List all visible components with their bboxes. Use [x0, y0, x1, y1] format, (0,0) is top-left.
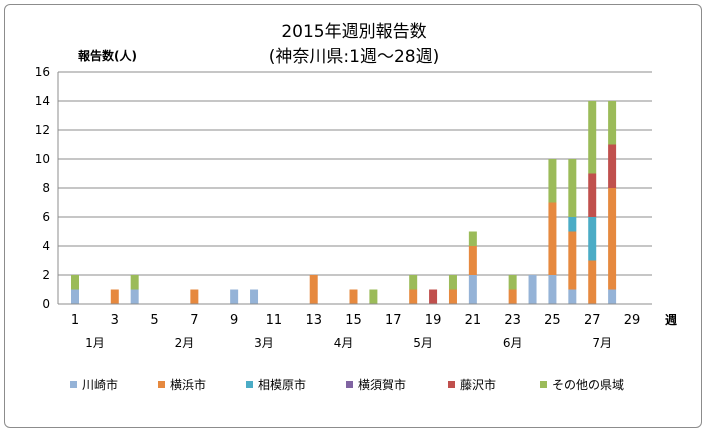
- month-label: 2月: [175, 336, 195, 350]
- bar-segment: [548, 275, 557, 304]
- chart-frame: [4, 4, 702, 428]
- bar-segment: [548, 202, 557, 275]
- bar-segment: [468, 231, 477, 246]
- x-tick-label: 3: [111, 313, 119, 328]
- gridlines: [58, 71, 652, 276]
- y-axis-label: 報告数(人): [78, 48, 137, 63]
- bar-segment: [608, 144, 617, 188]
- x-tick-label: 15: [345, 313, 362, 328]
- bar-segment: [448, 275, 457, 290]
- legend-label: その他の県域: [552, 378, 624, 392]
- legend-label: 相模原市: [258, 377, 306, 392]
- x-tick-label: 21: [465, 313, 482, 328]
- x-tick-label: 5: [150, 313, 158, 328]
- legend-swatch: [246, 381, 253, 388]
- bar-segment: [568, 231, 577, 290]
- chart-title: 2015年週別報告数: [281, 22, 426, 42]
- bar-segment: [468, 275, 477, 304]
- bar-segment: [130, 289, 139, 304]
- legend-label: 横須賀市: [358, 377, 406, 392]
- bar-segment: [588, 217, 597, 261]
- bar-segment: [250, 289, 259, 304]
- bar-segment: [230, 289, 239, 304]
- bar-segment: [71, 275, 79, 290]
- bar-segment: [608, 101, 617, 145]
- legend-swatch: [158, 381, 165, 388]
- bar-segment: [588, 260, 597, 304]
- axes: [57, 72, 652, 305]
- y-tick-label: 16: [35, 65, 50, 79]
- month-label: 1月: [85, 336, 105, 350]
- y-tick-label: 8: [42, 181, 50, 195]
- x-tick-label: 29: [624, 313, 641, 328]
- y-tick-label: 2: [42, 268, 50, 282]
- legend-swatch: [346, 381, 353, 388]
- x-tick-label: 13: [305, 313, 322, 328]
- bar-segment: [429, 289, 438, 304]
- bar-segment: [588, 101, 597, 174]
- bar-segment: [568, 217, 577, 232]
- bar-segment: [588, 173, 597, 217]
- bar-segment: [448, 289, 457, 304]
- bar-segment: [369, 289, 378, 304]
- bar-segment: [349, 289, 358, 304]
- legend-label: 横浜市: [170, 377, 206, 392]
- x-tick-label: 19: [425, 313, 442, 328]
- bar-segment: [508, 289, 517, 304]
- month-labels: 1月 2月 3月 4月 5月 6月 7月: [85, 336, 612, 350]
- bars: [71, 101, 617, 304]
- month-label: 7月: [592, 336, 612, 350]
- y-tick-label: 6: [42, 210, 50, 224]
- y-tick-label: 0: [42, 297, 50, 311]
- bar-segment: [568, 159, 577, 217]
- chart-subtitle: (神奈川県:1週〜28週): [269, 47, 439, 67]
- legend-swatch: [70, 381, 77, 388]
- bar-segment: [568, 289, 577, 304]
- bar-segment: [130, 275, 139, 290]
- month-label: 6月: [503, 336, 523, 350]
- bar-segment: [71, 289, 79, 304]
- bar-segment: [528, 275, 537, 304]
- x-tick-label: 1: [71, 313, 79, 328]
- month-label: 4月: [334, 336, 354, 350]
- bar-segment: [548, 159, 557, 203]
- bar-segment: [409, 289, 418, 304]
- bar-segment: [608, 289, 617, 304]
- x-axis-label: 週: [665, 312, 677, 327]
- y-tick-label: 4: [42, 239, 50, 253]
- month-label: 3月: [254, 336, 274, 350]
- legend: 川崎市 横浜市 相模原市 横須賀市 藤沢市 その他の県域: [70, 377, 624, 392]
- bar-segment: [110, 289, 119, 304]
- x-tick-label: 27: [584, 313, 601, 328]
- y-tick-label: 10: [35, 152, 50, 166]
- x-tick-label: 25: [544, 313, 561, 328]
- legend-swatch: [448, 381, 455, 388]
- y-tick-labels: 0 2 4 6 8 10 12 14 16: [35, 65, 50, 311]
- bar-segment: [608, 188, 617, 290]
- x-tick-label: 11: [266, 313, 283, 328]
- x-tick-label: 17: [385, 313, 402, 328]
- legend-swatch: [540, 381, 547, 388]
- legend-label: 川崎市: [82, 377, 118, 392]
- y-tick-label: 12: [35, 123, 50, 137]
- bar-segment: [190, 289, 199, 304]
- bar-segment: [468, 246, 477, 275]
- bar-segment: [508, 275, 517, 290]
- bar-segment: [309, 275, 318, 304]
- y-tick-label: 14: [35, 94, 50, 108]
- month-label: 5月: [413, 336, 433, 350]
- x-tick-label: 9: [230, 313, 238, 328]
- x-tick-label: 23: [504, 313, 521, 328]
- bar-segment: [409, 275, 418, 290]
- x-tick-label: 7: [190, 313, 198, 328]
- x-tick-labels: 1 3 5 7 9 11 13 15 17 19 21 23 25 27 29: [71, 313, 640, 328]
- legend-label: 藤沢市: [460, 377, 496, 392]
